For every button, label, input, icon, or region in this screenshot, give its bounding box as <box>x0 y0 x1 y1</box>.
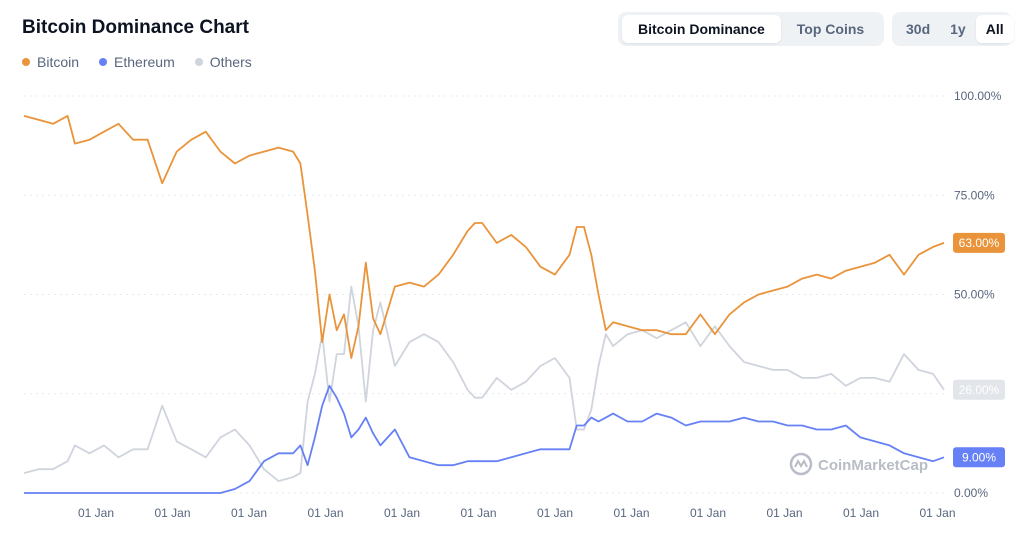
current-value-label-ethereum: 9.00% <box>962 450 996 464</box>
x-tick-label: 01 Jan <box>843 506 879 520</box>
page-title: Bitcoin Dominance Chart <box>22 17 249 38</box>
legend-dot-bitcoin <box>22 58 30 66</box>
x-tick-label: 01 Jan <box>231 506 267 520</box>
coinmarketcap-logo-icon <box>789 452 813 476</box>
chart-legend: Bitcoin Ethereum Others <box>22 54 252 70</box>
x-tick-label: 01 Jan <box>766 506 802 520</box>
legend-item-others[interactable]: Others <box>194 54 252 70</box>
x-tick-label: 01 Jan <box>537 506 573 520</box>
series-line-ethereum <box>24 384 945 494</box>
x-tick-label: 01 Jan <box>690 506 726 520</box>
legend-item-ethereum[interactable]: Ethereum <box>99 54 175 70</box>
legend-label-others: Others <box>209 54 252 70</box>
current-value-label-bitcoin: 63.00% <box>959 236 1000 250</box>
legend-dot-ethereum <box>99 58 108 66</box>
x-tick-label: 01 Jan <box>919 506 955 520</box>
current-value-tag-ethereum <box>953 447 1005 468</box>
y-tick-label: 0.00% <box>954 486 988 500</box>
x-tick-label: 01 Jan <box>613 506 649 520</box>
y-tick-label: 75.00% <box>954 188 995 202</box>
x-tick-label: 01 Jan <box>460 506 496 520</box>
watermark-text: CoinMarketCap <box>818 457 928 474</box>
range-all-button[interactable]: All <box>975 15 1014 43</box>
legend-item-bitcoin[interactable]: Bitcoin <box>22 54 79 70</box>
x-tick-label: 01 Jan <box>154 506 190 520</box>
range-1y-button[interactable]: 1y <box>950 21 966 37</box>
x-tick-label: 01 Jan <box>78 506 114 520</box>
series-line-bitcoin <box>23 115 945 359</box>
legend-label-ethereum: Ethereum <box>114 54 175 70</box>
current-value-tag-others <box>953 379 1005 400</box>
view-toggle: Bitcoin Dominance Top Coins <box>618 12 884 46</box>
legend-dot-others <box>194 58 203 66</box>
x-tick-label: 01 Jan <box>384 506 420 520</box>
y-tick-label: 50.00% <box>954 288 995 302</box>
series-line-others <box>23 285 945 482</box>
current-value-tag-bitcoin <box>953 232 1005 253</box>
x-tick-label: 01 Jan <box>307 506 343 520</box>
range-toggle: 30d 1y All <box>892 12 1014 46</box>
current-value-label-others: 26.00% <box>959 383 1000 397</box>
coinmarketcap-logo-mark-icon <box>794 458 808 468</box>
y-tick-label: 100.00% <box>954 89 1002 103</box>
range-30d-button[interactable]: 30d <box>906 21 931 37</box>
tab-bitcoin-dominance[interactable]: Bitcoin Dominance <box>622 15 781 43</box>
legend-label-bitcoin: Bitcoin <box>37 54 80 70</box>
tab-top-coins[interactable]: Top Coins <box>796 21 865 37</box>
